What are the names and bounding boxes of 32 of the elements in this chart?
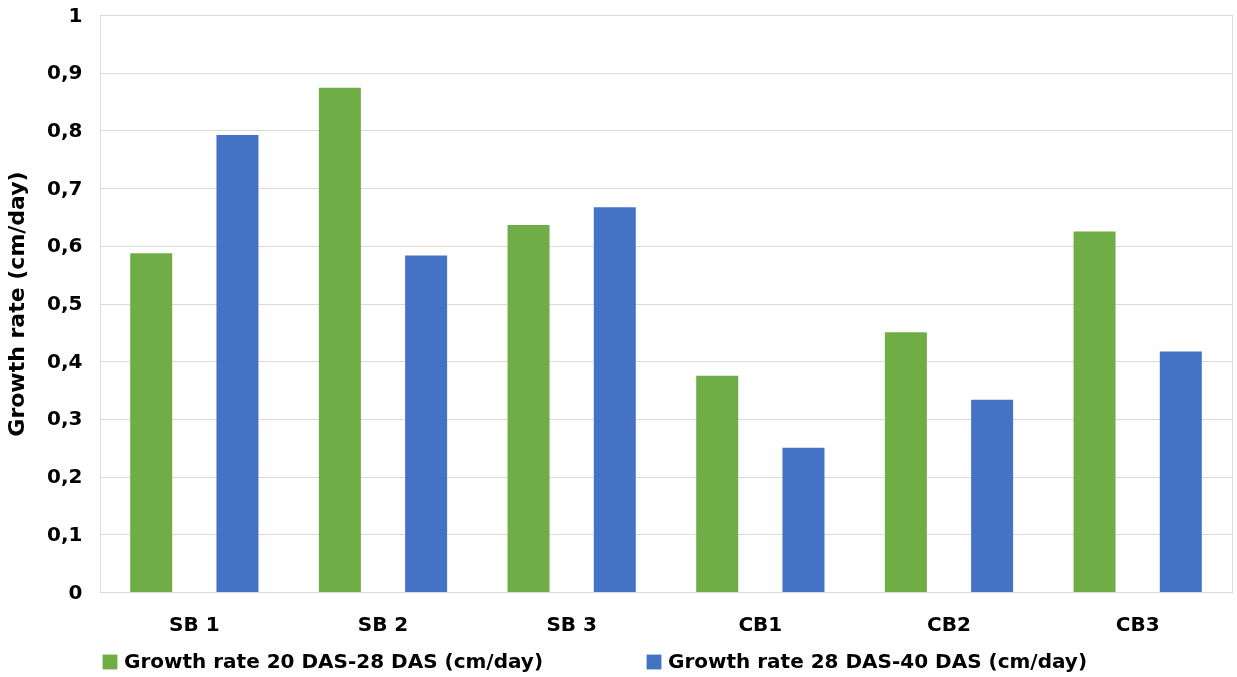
y-tick-label: 0 — [68, 579, 83, 604]
bar — [1159, 351, 1202, 592]
bar — [507, 225, 550, 592]
y-axis-title: Growth rate (cm/day) — [4, 171, 30, 437]
bar — [1073, 231, 1116, 592]
bar — [130, 253, 173, 592]
legend-label: Growth rate 28 DAS-40 DAS (cm/day) — [668, 649, 1088, 673]
bar — [884, 332, 927, 592]
y-tick-label: 0,8 — [47, 117, 83, 142]
y-tick-label: 0,2 — [47, 464, 83, 489]
y-tick-label: 0,5 — [47, 291, 83, 315]
y-tick-label: 0,9 — [47, 60, 83, 85]
x-tick-label: CB3 — [1115, 611, 1160, 636]
bar — [405, 255, 448, 592]
y-tick-label: 0,1 — [47, 521, 83, 546]
y-tick-label: 0,4 — [47, 348, 83, 373]
bar — [971, 399, 1014, 592]
x-tick-label: SB 1 — [169, 611, 220, 636]
x-tick-label: SB 3 — [546, 611, 597, 636]
x-tick-label: CB1 — [738, 611, 783, 636]
y-tick-label: 1 — [68, 2, 83, 27]
bar — [696, 375, 739, 592]
x-tick-label: CB2 — [927, 611, 971, 636]
x-tick-label: SB 2 — [357, 611, 409, 636]
bar — [782, 447, 825, 592]
bar — [216, 135, 259, 592]
bar — [593, 207, 636, 592]
legend-label: Growth rate 20 DAS-28 DAS (cm/day) — [124, 649, 544, 673]
y-tick-label: 0,3 — [47, 406, 83, 431]
bar — [318, 87, 361, 592]
y-tick-label: 0,6 — [47, 233, 83, 258]
y-tick-label: 0,7 — [47, 175, 83, 200]
